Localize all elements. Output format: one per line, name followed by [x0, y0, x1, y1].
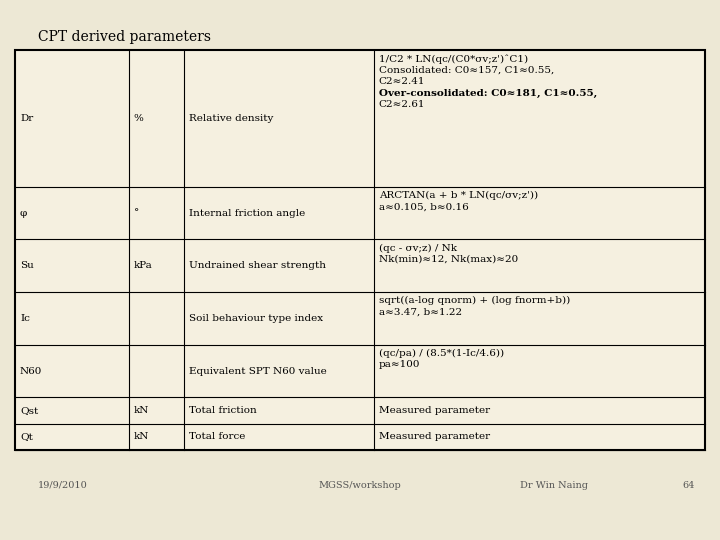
Text: MGSS/workshop: MGSS/workshop [319, 481, 401, 489]
Text: kN: kN [134, 406, 149, 415]
Text: CPT derived parameters: CPT derived parameters [38, 30, 211, 44]
Text: Relative density: Relative density [189, 114, 274, 123]
Text: Measured parameter: Measured parameter [379, 433, 490, 441]
Text: a≈3.47, b≈1.22: a≈3.47, b≈1.22 [379, 308, 462, 316]
Text: Over-consolidated: C0≈181, C1≈0.55,: Over-consolidated: C0≈181, C1≈0.55, [379, 89, 597, 98]
Text: kN: kN [134, 433, 149, 441]
Text: (qc - σv;z) / Nk: (qc - σv;z) / Nk [379, 244, 456, 253]
Text: Equivalent SPT N60 value: Equivalent SPT N60 value [189, 367, 327, 375]
Text: 64: 64 [683, 481, 695, 489]
Text: pa≈100: pa≈100 [379, 360, 420, 369]
Text: φ: φ [20, 208, 27, 218]
Text: Qst: Qst [20, 406, 38, 415]
Text: (qc/pa) / (8.5*(1-Ic/4.6)): (qc/pa) / (8.5*(1-Ic/4.6)) [379, 349, 504, 358]
Text: Dr Win Naing: Dr Win Naing [520, 481, 588, 489]
Text: Undrained shear strength: Undrained shear strength [189, 261, 326, 271]
Text: C2≈2.61: C2≈2.61 [379, 100, 426, 109]
Text: ARCTAN(a + b * LN(qc/σv;z')): ARCTAN(a + b * LN(qc/σv;z')) [379, 191, 538, 200]
Text: C2≈2.41: C2≈2.41 [379, 77, 426, 86]
Bar [15, 50, 705, 450]
Text: kPa: kPa [134, 261, 153, 271]
Text: N60: N60 [20, 367, 42, 375]
Text: Dr: Dr [20, 114, 33, 123]
Text: a≈0.105, b≈0.16: a≈0.105, b≈0.16 [379, 202, 469, 211]
Text: Nk(min)≈12, Nk(max)≈20: Nk(min)≈12, Nk(max)≈20 [379, 255, 518, 264]
Text: Total force: Total force [189, 433, 246, 441]
Text: 1/C2 * LN(qc/(C0*σv;z')ˆC1): 1/C2 * LN(qc/(C0*σv;z')ˆC1) [379, 54, 528, 64]
Text: sqrt((a-log qnorm) + (log fnorm+b)): sqrt((a-log qnorm) + (log fnorm+b)) [379, 296, 570, 305]
Text: Total friction: Total friction [189, 406, 257, 415]
Text: Su: Su [20, 261, 34, 271]
Text: %: % [134, 114, 144, 123]
Text: 19/9/2010: 19/9/2010 [38, 481, 88, 489]
Text: Ic: Ic [20, 314, 30, 323]
Text: Measured parameter: Measured parameter [379, 406, 490, 415]
Text: °: ° [134, 208, 139, 218]
Text: Internal friction angle: Internal friction angle [189, 208, 305, 218]
Text: Soil behaviour type index: Soil behaviour type index [189, 314, 323, 323]
Text: Qt: Qt [20, 433, 33, 441]
Text: Consolidated: C0≈157, C1≈0.55,: Consolidated: C0≈157, C1≈0.55, [379, 65, 554, 75]
